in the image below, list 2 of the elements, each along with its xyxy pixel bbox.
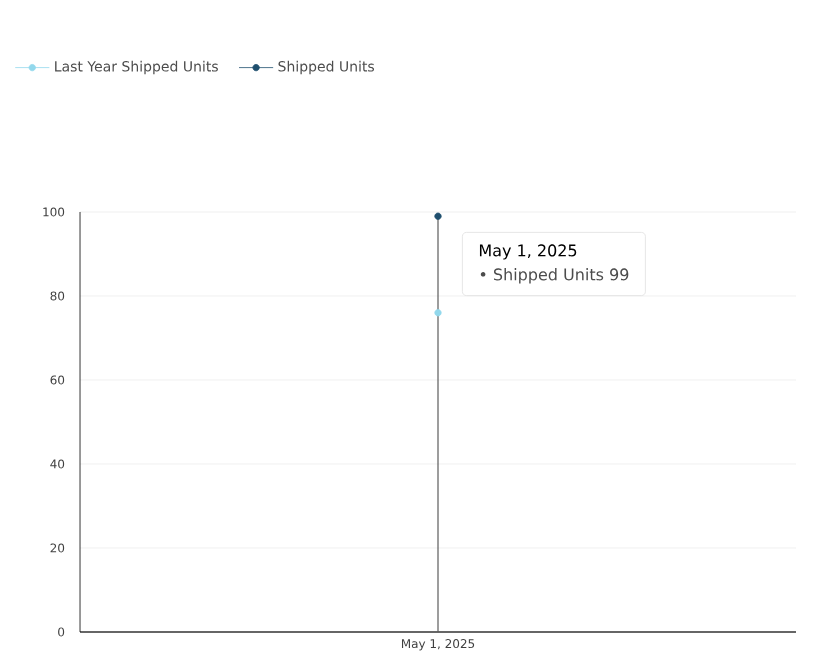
- annotation: May 1, 2025: [479, 244, 577, 260]
- annotation: • Shipped Units 99: [480, 268, 629, 284]
